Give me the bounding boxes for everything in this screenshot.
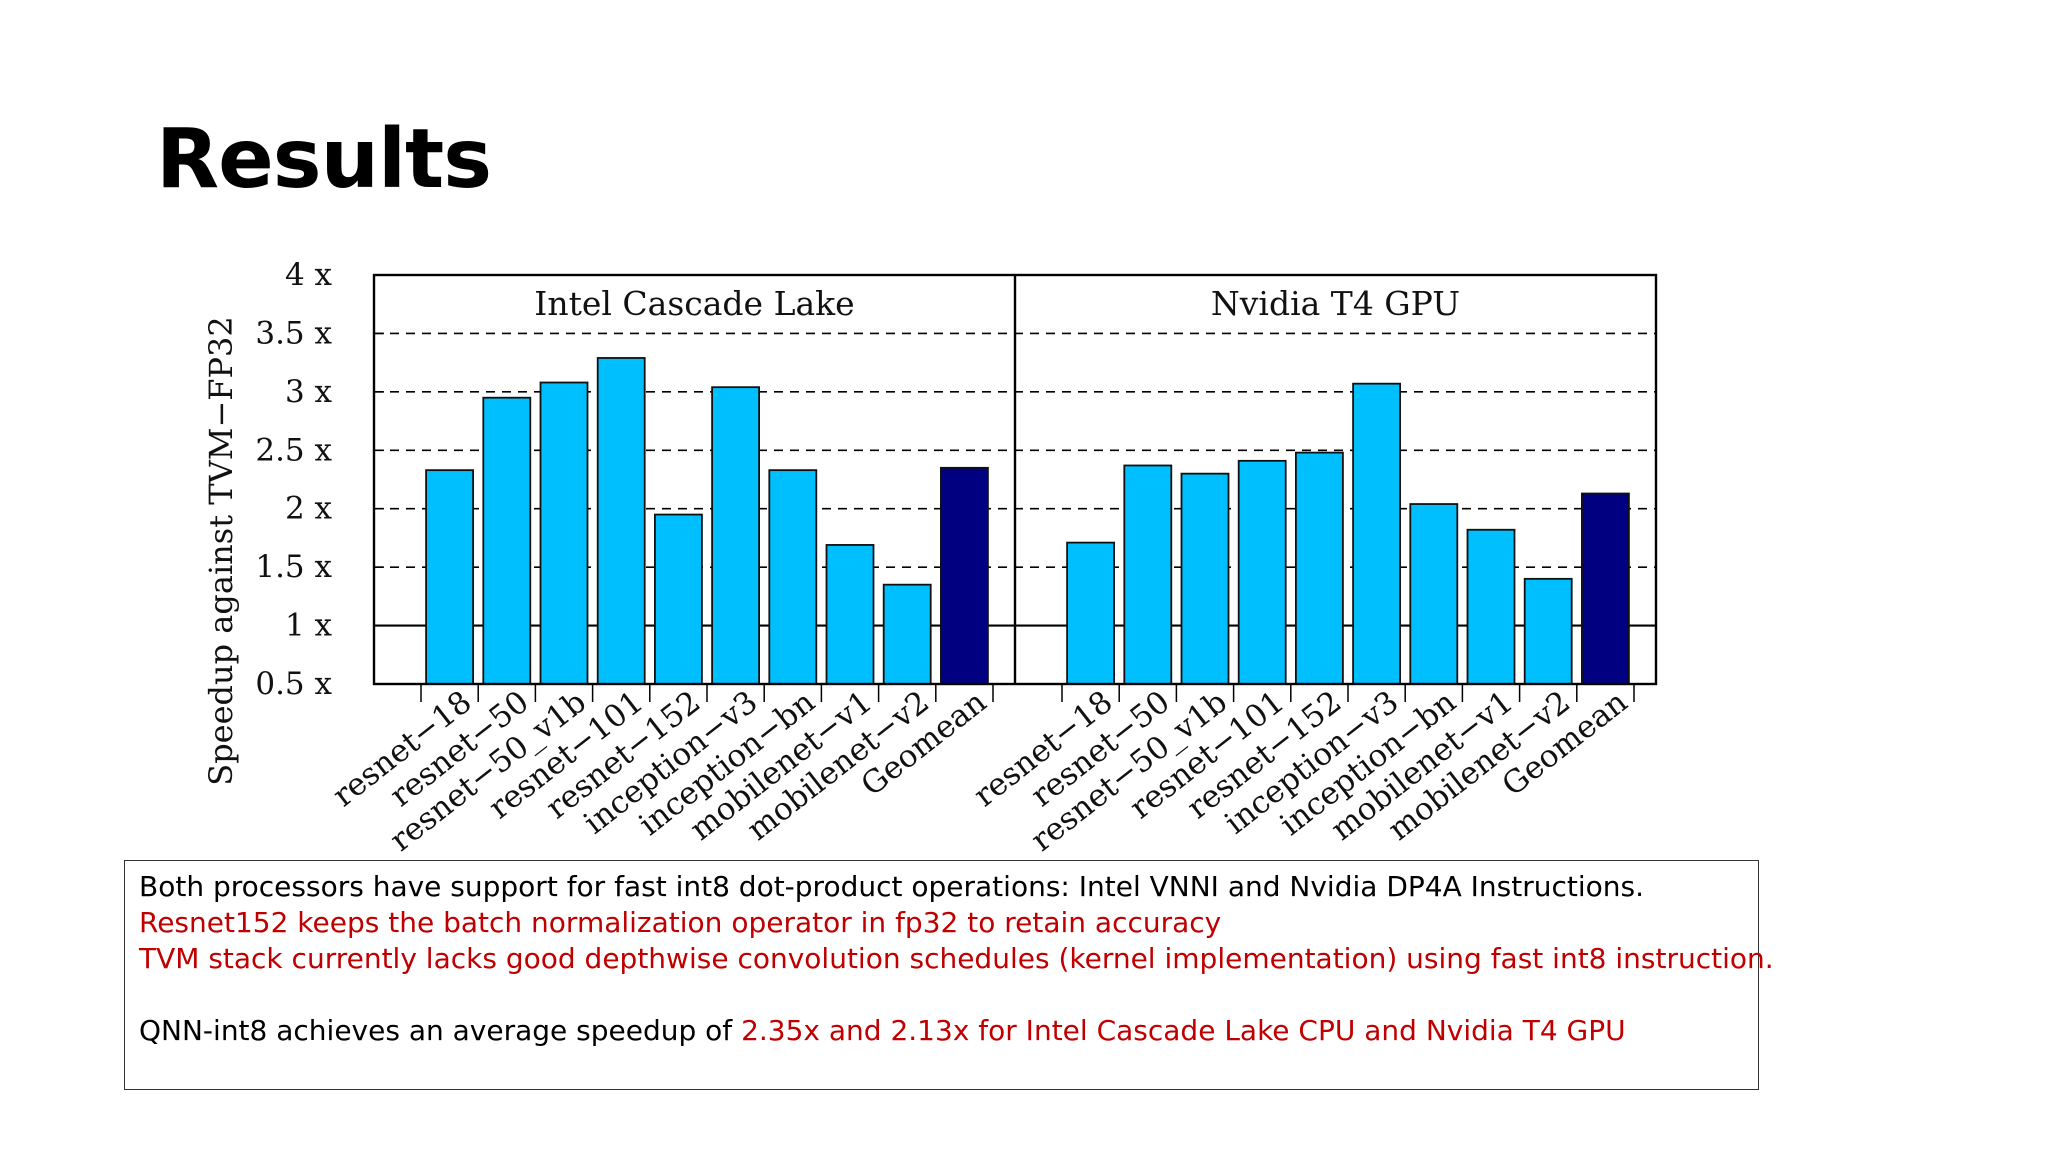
y-tick-label: 1.5 x (255, 549, 332, 585)
y-tick-label: 2 x (285, 491, 333, 527)
notes-spacer (139, 977, 1744, 1013)
bar-intel-3 (596, 357, 646, 685)
y-tick-label: 0.5 x (255, 666, 332, 702)
note-average-speedup: QNN-int8 achieves an average speedup of … (139, 1013, 1744, 1049)
y-tick-label: 3 x (285, 374, 333, 410)
bar-nvidia-4 (1295, 451, 1344, 685)
y-tick-label: 4 x (285, 257, 333, 293)
bar-nvidia-3 (1237, 459, 1287, 685)
y-tick-label: 1 x (285, 608, 333, 644)
panel-title-0: Intel Cascade Lake (534, 284, 854, 323)
panel-title-1: Nvidia T4 GPU (1211, 284, 1460, 323)
bar-intel-7 (825, 544, 875, 685)
note-processors: Both processors have support for fast in… (139, 870, 1644, 903)
bar-nvidia-0 (1066, 541, 1115, 685)
bar-nvidia-2 (1180, 472, 1230, 685)
bar-intel-0 (425, 469, 475, 685)
notes-box: Both processors have support for fast in… (124, 860, 1774, 1090)
y-tick-label: 2.5 x (255, 432, 332, 468)
bar-nvidia-5 (1352, 382, 1401, 685)
speedup-chart: 0.5 x1 x1.5 x2 x2.5 x3 x3.5 x4 xresnet−1… (202, 257, 1658, 859)
bar-intel-6 (768, 469, 818, 685)
bar-nvidia-6 (1409, 503, 1459, 685)
bar-nvidia-8 (1523, 577, 1573, 685)
bar-intel-4 (654, 513, 703, 685)
note-average-highlight: 2.35x and 2.13x for Intel Cascade Lake C… (741, 1014, 1626, 1047)
y-axis-label: Speedup against TVM−FP32 (202, 316, 240, 785)
bar-nvidia-7 (1466, 528, 1516, 685)
bar-intel-2 (539, 381, 589, 685)
bar-nvidia-1 (1123, 464, 1173, 685)
note-depthwise: TVM stack currently lacks good depthwise… (139, 942, 1774, 975)
y-tick-label: 3.5 x (255, 315, 332, 351)
bar-nvidia-9 (1581, 492, 1630, 685)
slide-title: Results (156, 112, 492, 207)
note-resnet152: Resnet152 keeps the batch normalization … (139, 906, 1222, 939)
bar-intel-5 (711, 386, 760, 685)
bar-intel-8 (882, 583, 932, 685)
bar-intel-1 (482, 396, 532, 685)
note-average-prefix: QNN-int8 achieves an average speedup of (139, 1014, 742, 1047)
bar-intel-9 (940, 466, 989, 685)
